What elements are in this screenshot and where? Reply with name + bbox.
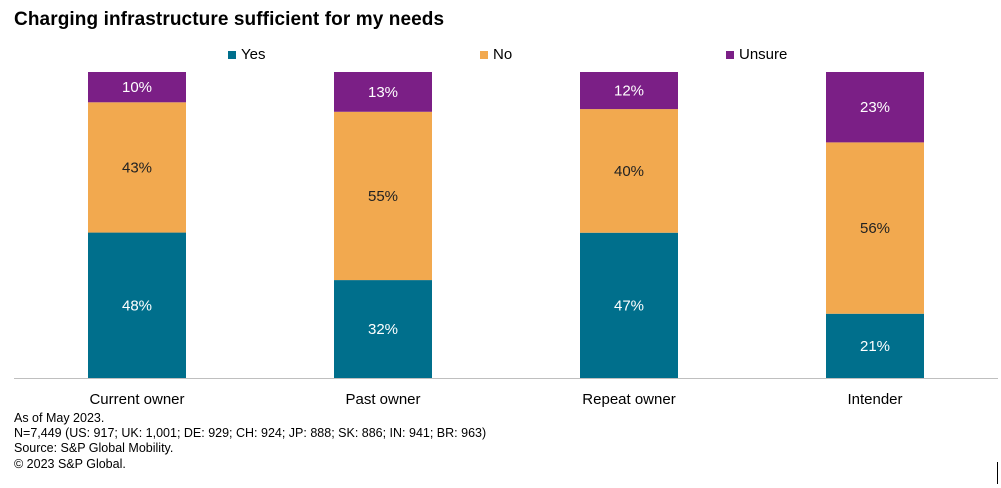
x-tick-label-2: Repeat owner (582, 391, 675, 408)
bar-no-2 (580, 109, 678, 233)
data-label-yes-1: 32% (368, 321, 398, 338)
x-tick-label-3: Intender (847, 391, 902, 408)
legend-swatch-yes (228, 50, 236, 59)
bar-yes-2 (580, 232, 678, 378)
x-tick-label-0: Current owner (89, 391, 184, 408)
data-label-unsure-2: 12% (614, 83, 644, 100)
legend-label-no: No (493, 46, 513, 63)
legend-item-yes: Yes (228, 46, 265, 63)
data-label-unsure-1: 13% (368, 84, 398, 101)
legend-item-unsure: Unsure (726, 46, 787, 63)
bar-unsure-1 (334, 72, 432, 112)
bar-no-0 (88, 102, 186, 233)
bar-unsure-3 (826, 72, 924, 143)
legend-swatch-no (480, 50, 488, 59)
x-tick-label-1: Past owner (345, 391, 420, 408)
bar-unsure-0 (88, 72, 186, 103)
legend-label-yes: Yes (241, 46, 266, 63)
data-label-no-0: 43% (122, 159, 152, 176)
bar-no-3 (826, 142, 924, 314)
bar-yes-3 (826, 313, 924, 378)
bar-no-1 (334, 111, 432, 281)
legend-label-unsure: Unsure (739, 46, 788, 63)
data-label-no-1: 55% (368, 188, 398, 205)
footnote-copyright: © 2023 S&P Global. (14, 456, 126, 471)
bar-yes-0 (88, 232, 186, 378)
data-label-yes-0: 48% (122, 297, 152, 314)
text-cursor (997, 462, 998, 484)
data-label-yes-2: 47% (614, 297, 644, 314)
footnote-sample-size: N=7,449 (US: 917; UK: 1,001; DE: 929; CH… (14, 426, 487, 441)
chart-title: Charging infrastructure sufficient for m… (14, 9, 445, 30)
legend-item-no: No (480, 46, 512, 63)
bar-unsure-2 (580, 72, 678, 110)
data-label-no-2: 40% (614, 163, 644, 180)
data-label-no-3: 56% (860, 220, 890, 237)
data-label-unsure-0: 10% (122, 79, 152, 96)
legend-swatch-unsure (726, 50, 734, 59)
chart-legend: Yes No Unsure (0, 46, 1001, 68)
data-label-unsure-3: 23% (860, 99, 890, 116)
footnote-date: As of May 2023. (14, 411, 105, 425)
footnotes: As of May 2023. N=7,449 (US: 917; UK: 1,… (14, 411, 486, 472)
bar-yes-1 (334, 280, 432, 378)
data-label-yes-3: 21% (860, 338, 890, 355)
footnote-source: Source: S&P Global Mobility. (14, 441, 174, 456)
